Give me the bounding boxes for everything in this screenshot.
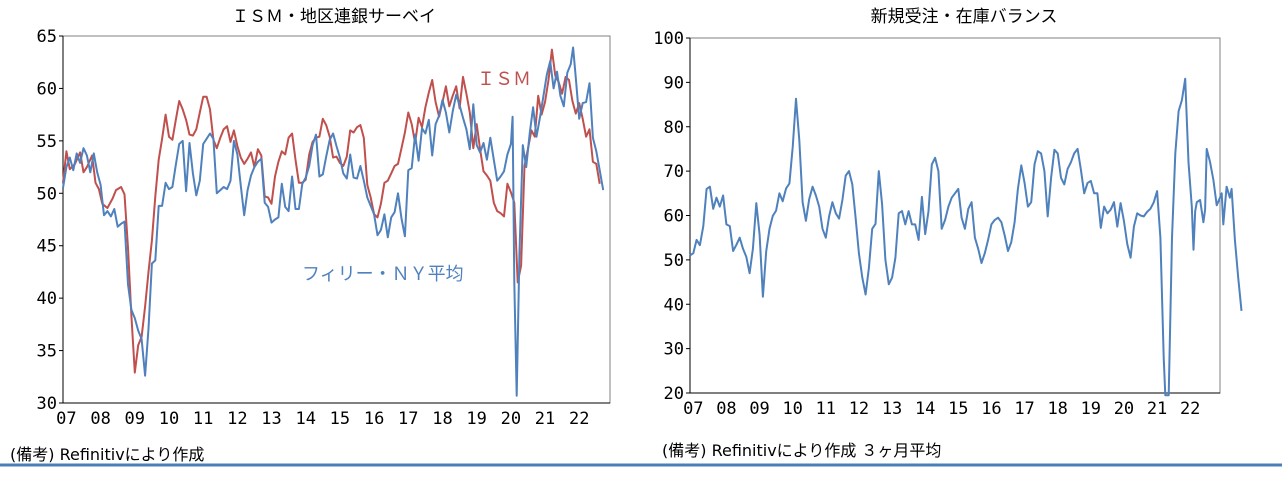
x-tick-label: 22: [1180, 399, 1200, 419]
y-tick-label: 65: [37, 27, 57, 47]
y-tick-label: 35: [37, 342, 57, 362]
x-tick-label: 15: [330, 409, 350, 429]
x-tick-label: 10: [782, 399, 802, 419]
x-tick-label: 08: [716, 399, 736, 419]
x-tick-label: 13: [882, 399, 902, 419]
left-series-line-0: [62, 48, 601, 374]
x-tick-label: 07: [683, 399, 703, 419]
left-chart-title: ＩＳＭ・地区連銀サーベイ: [232, 7, 436, 27]
left-x-ticks: 07 08 09 10 11 12 13 14 15 16 17 18 19 20 21 22: [56, 409, 589, 429]
y-tick-label: 100: [653, 29, 684, 49]
left-series-lines: [62, 46, 605, 397]
ism-series-label: ＩＳＭ: [477, 69, 531, 90]
x-tick-label: 11: [193, 409, 213, 429]
x-tick-label: 21: [535, 409, 555, 429]
right-y-ticks: 20 30 40 50 60 70 80 90 100: [653, 29, 690, 404]
x-tick-label: 09: [125, 409, 145, 429]
x-tick-label: 12: [227, 409, 247, 429]
y-tick-label: 80: [664, 118, 684, 138]
y-tick-label: 60: [664, 207, 684, 227]
y-tick-label: 30: [37, 394, 57, 414]
x-tick-label: 19: [1081, 399, 1101, 419]
y-tick-label: 40: [664, 295, 684, 315]
y-tick-label: 60: [37, 79, 57, 99]
left-y-ticks: 30 35 40 45 50 55 60 65: [37, 27, 63, 414]
x-tick-label: 17: [398, 409, 418, 429]
x-tick-label: 20: [1114, 399, 1134, 419]
right-series-line-0: [689, 77, 1243, 397]
y-tick-label: 55: [37, 132, 57, 152]
x-tick-label: 17: [1014, 399, 1034, 419]
x-tick-label: 09: [749, 399, 769, 419]
x-tick-label: 20: [501, 409, 521, 429]
y-tick-label: 40: [37, 289, 57, 309]
x-tick-label: 21: [1147, 399, 1167, 419]
left-chart: ＩＳＭ・地区連銀サーベイ 30 35 40 45 50 55 60 65 07 08 09 10 11…: [10, 7, 611, 464]
x-tick-label: 11: [816, 399, 836, 419]
y-tick-label: 90: [664, 73, 684, 93]
right-chart: 新規受注・在庫バランス 20 30 40 50 60 70 80 90 100 07 08 09 10…: [653, 7, 1243, 460]
x-tick-label: 18: [1047, 399, 1067, 419]
y-tick-label: 50: [664, 251, 684, 271]
left-series-line-1: [62, 46, 605, 397]
left-chart-note: (備考) Refinitivにより作成: [10, 445, 204, 464]
x-tick-label: 22: [569, 409, 589, 429]
x-tick-label: 14: [915, 399, 935, 419]
x-tick-label: 07: [56, 409, 76, 429]
x-tick-label: 16: [981, 399, 1001, 419]
x-tick-label: 18: [432, 409, 452, 429]
philly-ny-series-label: フィリー・ＮＹ平均: [302, 264, 464, 285]
x-tick-label: 13: [261, 409, 281, 429]
x-tick-label: 12: [849, 399, 869, 419]
x-tick-label: 14: [295, 409, 315, 429]
y-tick-label: 20: [664, 384, 684, 404]
x-tick-label: 10: [159, 409, 179, 429]
x-tick-label: 08: [90, 409, 110, 429]
y-tick-label: 30: [664, 340, 684, 360]
x-tick-label: 19: [466, 409, 486, 429]
y-tick-label: 45: [37, 237, 57, 257]
right-series-lines: [689, 77, 1243, 397]
right-chart-title: 新規受注・在庫バランス: [871, 7, 1058, 27]
y-tick-label: 70: [664, 162, 684, 182]
x-tick-label: 16: [364, 409, 384, 429]
right-x-ticks: 07 08 09 10 11 12 13 14 15 16 17 18 19 20 21 22: [683, 399, 1200, 419]
left-plot-frame: [62, 35, 611, 404]
right-chart-note: (備考) Refinitivにより作成 ３ヶ月平均: [662, 441, 941, 460]
y-tick-label: 50: [37, 184, 57, 204]
x-tick-label: 15: [948, 399, 968, 419]
